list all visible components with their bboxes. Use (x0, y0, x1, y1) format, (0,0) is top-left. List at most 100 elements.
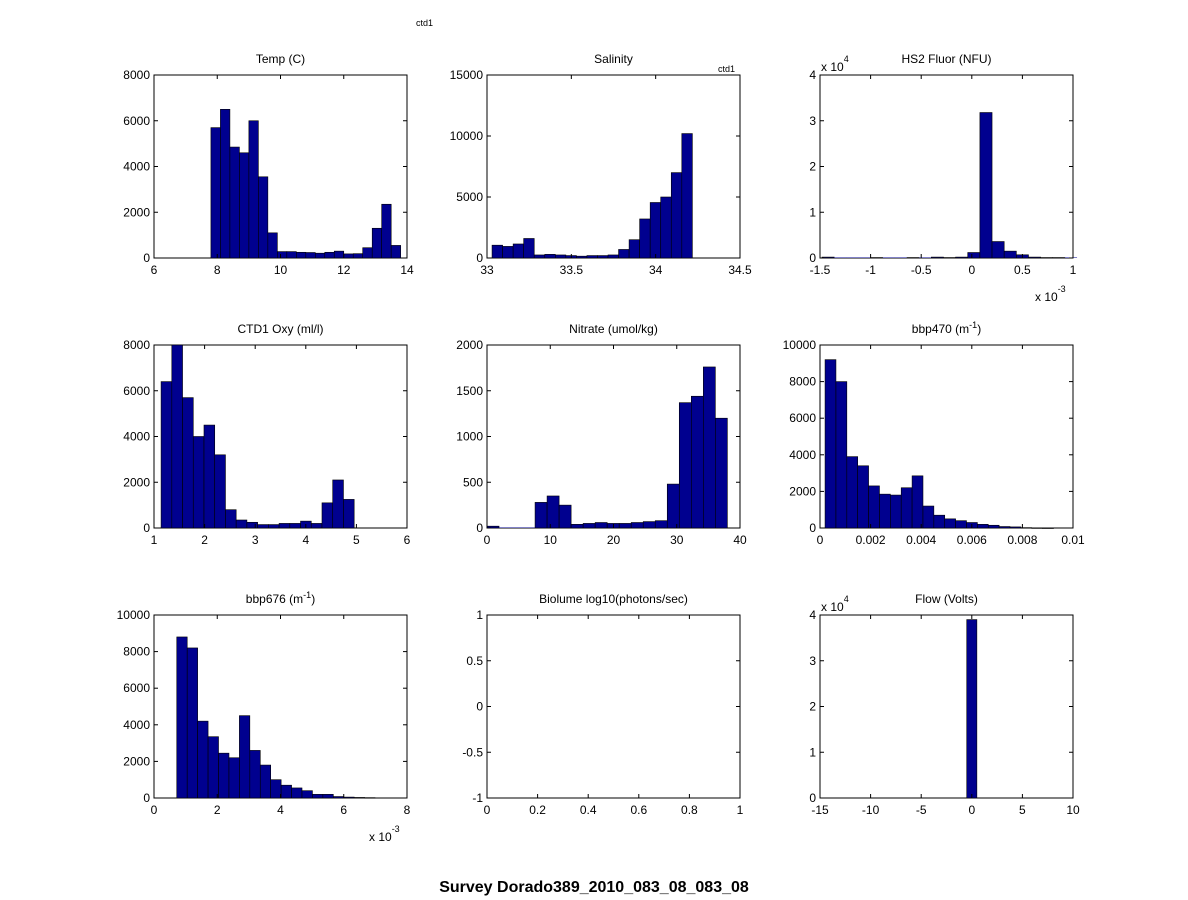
bar (1042, 527, 1054, 529)
axes-box (819, 614, 1074, 799)
x-tick-label: 0 (151, 803, 158, 817)
x-tick-label: 4 (277, 803, 284, 817)
bar (203, 424, 216, 529)
bar (278, 523, 291, 529)
bar (225, 509, 237, 529)
bar (296, 251, 307, 259)
x-tick-label: 12 (337, 263, 351, 277)
subplot-title: CTD1 Oxy (ml/l) (238, 322, 324, 336)
bar (870, 257, 884, 259)
bar (546, 495, 560, 529)
x-tick-label: 0.004 (906, 533, 936, 547)
y-tick-label: -1 (472, 791, 483, 805)
x-tick-label: 0.002 (856, 533, 886, 547)
bar (220, 109, 231, 259)
bar (259, 764, 271, 799)
y-tick-label: 0 (143, 521, 150, 535)
bar (280, 784, 292, 799)
bar (343, 499, 355, 529)
bar (352, 253, 364, 259)
y-tick-label: 6000 (123, 681, 150, 695)
bar (381, 203, 392, 259)
bar (322, 794, 334, 799)
bar (594, 522, 608, 529)
bar (160, 381, 173, 529)
bar (533, 254, 546, 259)
bar (824, 359, 837, 529)
bar (570, 524, 584, 529)
bar (499, 527, 512, 528)
bar (639, 218, 651, 259)
subplot-9: -15 -10 -5 0 5 10 0 1 2 3 4 Flow (Volts) x 104 (809, 592, 1080, 817)
bar (649, 202, 662, 259)
bar (558, 504, 572, 529)
bar (919, 257, 932, 258)
bar (630, 522, 644, 529)
bar (967, 252, 981, 259)
y-tick-label: 1 (809, 205, 816, 219)
y-tick-label: 0 (476, 251, 483, 265)
bar (523, 527, 536, 528)
bar (834, 257, 847, 258)
y-tick-label: 0 (143, 791, 150, 805)
subplot-title: Flow (Volts) (915, 592, 978, 606)
x-tick-label: 33 (480, 263, 494, 277)
axes-box (486, 614, 741, 799)
bar (911, 475, 924, 529)
bar (333, 796, 345, 799)
bar (955, 256, 969, 259)
subplot-title: Temp (C) (256, 52, 305, 66)
bar (534, 502, 548, 529)
x-tick-label: 0.5 (1014, 263, 1031, 277)
y-tick-label: -0.5 (462, 745, 483, 759)
bar (258, 176, 269, 259)
subplot-4: 1 2 3 4 5 6 0 2000 4000 6000 8000 CTD1 Oxy (ml/l) (123, 322, 410, 547)
y-tick-label: 0 (809, 791, 816, 805)
bar (966, 619, 978, 799)
bar (931, 256, 944, 259)
bar (943, 257, 956, 259)
y-tick-label: 4000 (789, 448, 816, 462)
subplot-title: Salinity (594, 52, 633, 66)
axes-box (819, 74, 1074, 259)
bar (977, 524, 989, 529)
x-tick-label: 40 (733, 533, 747, 547)
y-tick-label: 2000 (789, 484, 816, 498)
x-tick-label: 14 (400, 263, 414, 277)
bar (182, 397, 194, 529)
x-tick-label: 0.6 (630, 803, 647, 817)
x-tick-label: 0.8 (681, 803, 698, 817)
bar (228, 757, 240, 799)
bar (894, 257, 908, 258)
bar (857, 465, 869, 529)
bar (218, 752, 230, 799)
bar (607, 254, 619, 259)
y-tick-label: 0 (809, 521, 816, 535)
x-tick-label: -15 (811, 803, 829, 817)
x-tick-label: 2 (214, 803, 221, 817)
bar (998, 526, 1011, 529)
subplot-1: 6 8 10 12 14 0 2000 4000 6000 8000 Temp (C) (123, 52, 414, 277)
bar (642, 521, 656, 529)
y-tick-label: 2 (809, 160, 816, 174)
bar (286, 251, 297, 259)
bar (906, 257, 920, 259)
bar (312, 794, 324, 799)
bar (987, 524, 1000, 529)
x-tick-label: -5 (916, 803, 927, 817)
x-tick-label: 34 (649, 263, 663, 277)
y-tick-label: 4 (809, 608, 816, 622)
bar (670, 172, 683, 259)
y-tick-label: 4000 (123, 718, 150, 732)
bar (343, 796, 355, 799)
bar (192, 436, 205, 529)
bar (277, 251, 288, 259)
bar (291, 787, 303, 799)
bar (846, 456, 858, 529)
x-tick-label: 0.4 (580, 803, 597, 817)
x-tick-label: 33.5 (560, 263, 584, 277)
bar (248, 120, 259, 259)
bar (176, 636, 188, 799)
subplot-title: bbp470 (m-1) (912, 320, 981, 336)
